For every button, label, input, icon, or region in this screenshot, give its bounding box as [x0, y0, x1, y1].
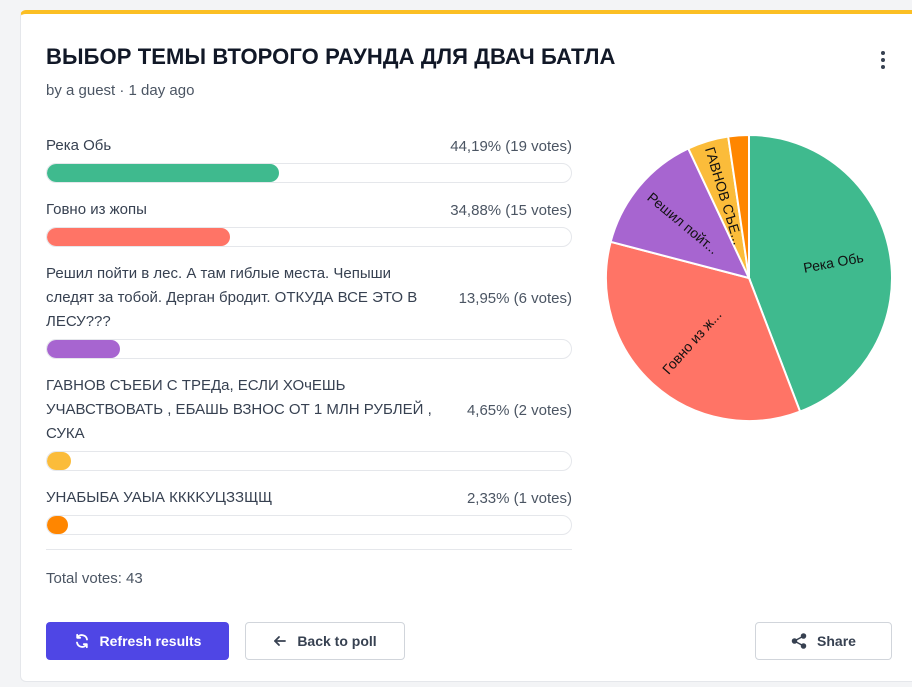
- option-bar-track: [46, 515, 572, 535]
- pie-slice: [605, 240, 802, 422]
- total-votes: Total votes: 43: [46, 570, 143, 587]
- option-stats: 13,95% (6 votes): [458, 289, 572, 307]
- option-bar-fill: [47, 164, 279, 182]
- option-bar-track: [46, 227, 572, 247]
- back-to-poll-button[interactable]: Back to poll: [245, 622, 405, 660]
- option-stats: 2,33% (1 votes): [466, 489, 572, 507]
- option-label: Говно из жопы: [46, 201, 147, 218]
- option-bar-fill: [47, 228, 230, 246]
- pie-slice: [727, 134, 750, 279]
- option-label: ГАВНОВ СЪЕБИ С ТРЕДа, ЕСЛИ ХОчЕШЬ УЧАВСТ…: [46, 377, 432, 442]
- option-label: УНАБЫБА УАЫА КККKУЦЗЗЩЩ: [46, 489, 273, 506]
- option-bar-fill: [47, 452, 72, 470]
- kebab-menu-icon[interactable]: [871, 48, 895, 72]
- refresh-icon: [75, 633, 88, 649]
- poll-option: Говно из жопы 34,88% (15 votes): [46, 198, 572, 247]
- option-stats: 4,65% (2 votes): [466, 401, 572, 419]
- divider: [46, 549, 572, 550]
- refresh-label: Refresh results: [99, 633, 202, 649]
- share-icon: [791, 633, 807, 649]
- poll-option: УНАБЫБА УАЫА КККKУЦЗЗЩЩ 2,33% (1 votes): [46, 486, 572, 535]
- arrow-left-icon: [274, 636, 287, 646]
- option-bar-track: [46, 451, 572, 471]
- poll-option: Река Обь 44,19% (19 votes): [46, 134, 572, 183]
- option-bar-track: [46, 339, 572, 359]
- pie-slice: [748, 134, 893, 413]
- back-label: Back to poll: [297, 633, 377, 649]
- poll-card: ВЫБОР ТЕМЫ ВТОРОГО РАУНДА ДЛЯ ДВАЧ БАТЛА…: [20, 10, 912, 682]
- option-bar-track: [46, 163, 572, 183]
- option-stats: 44,19% (19 votes): [450, 137, 572, 155]
- option-label: Река Обь: [46, 137, 112, 154]
- options-list: Река Обь 44,19% (19 votes) Говно из жопы…: [46, 134, 572, 550]
- poll-option: ГАВНОВ СЪЕБИ С ТРЕДа, ЕСЛИ ХОчЕШЬ УЧАВСТ…: [46, 374, 572, 471]
- option-bar-fill: [47, 340, 121, 358]
- refresh-results-button[interactable]: Refresh results: [46, 622, 229, 660]
- option-stats: 34,88% (15 votes): [450, 201, 572, 219]
- poll-option: Решил пойти в лес. А там гиблые места. Ч…: [46, 262, 572, 359]
- poll-title: ВЫБОР ТЕМЫ ВТОРОГО РАУНДА ДЛЯ ДВАЧ БАТЛА: [46, 44, 616, 69]
- option-bar-fill: [47, 516, 68, 534]
- pie-slice: [609, 147, 751, 280]
- share-label: Share: [817, 633, 856, 649]
- share-button[interactable]: Share: [755, 622, 892, 660]
- poll-subtitle: by a guest · 1 day ago: [46, 82, 195, 99]
- option-label: Решил пойти в лес. А там гиблые места. Ч…: [46, 265, 418, 330]
